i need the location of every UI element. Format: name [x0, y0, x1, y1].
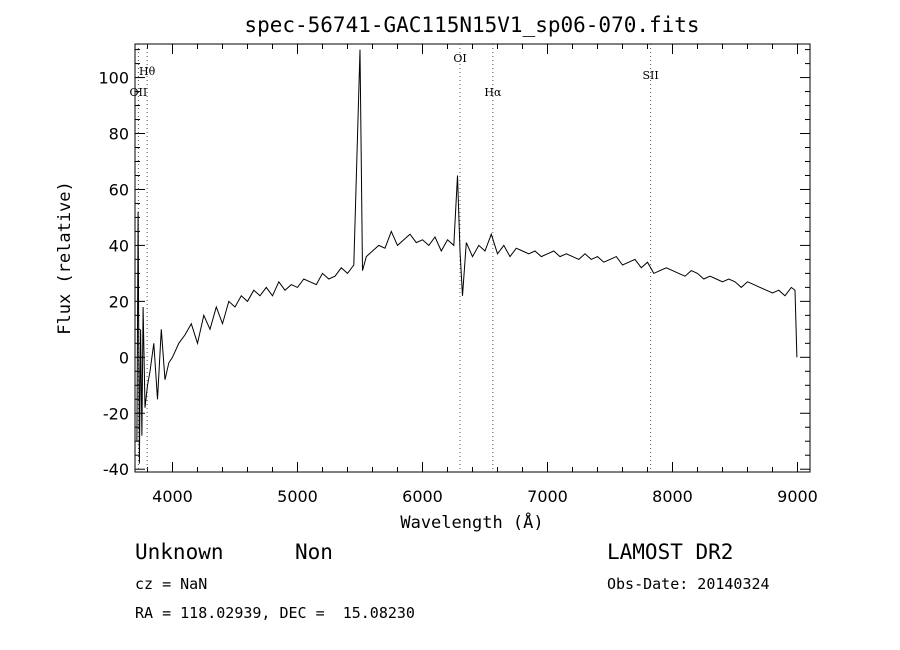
y-tick-label: -20 — [103, 404, 129, 423]
y-tick-label: 100 — [98, 69, 129, 88]
spectral-line-label: OII — [130, 86, 148, 99]
x-tick-label: 6000 — [402, 487, 443, 506]
axis-ticks: 4000 5000 6000 7000 8000 9000 -40 -20 0 20 40 60 80 1… — [98, 44, 818, 506]
spectral-line-label: SII — [643, 69, 659, 82]
y-tick-label: 60 — [109, 180, 129, 199]
observation-date: Obs-Date: 20140324 — [607, 575, 770, 593]
x-tick-label: 5000 — [277, 487, 318, 506]
spectral-line-label: Hα — [484, 86, 502, 99]
y-tick-label: 20 — [109, 292, 129, 311]
y-tick-label: -40 — [103, 460, 129, 479]
spectrum-series-line — [136, 49, 798, 464]
x-axis-label: Wavelength (Å) — [400, 511, 543, 533]
y-tick-label: 80 — [109, 125, 129, 144]
plot-frame — [134, 43, 811, 473]
x-tick-label: 9000 — [777, 487, 818, 506]
y-axis-label: Flux (relative) — [55, 181, 75, 335]
chart-title: spec-56741-GAC115N15V1_sp06-070.fits — [244, 13, 699, 37]
spectral-line-label: Hθ — [139, 65, 156, 78]
y-tick-label: 40 — [109, 236, 129, 255]
spectral-line-label: OI — [453, 52, 466, 65]
redshift-cz: cz = NaN — [135, 575, 208, 593]
spectral-line-markers: Hθ OII OI Hα SII — [130, 44, 659, 472]
coordinates: RA = 118.02939, DEC = 15.08230 — [135, 604, 415, 622]
survey-name: LAMOST DR2 — [607, 540, 734, 564]
object-class: Unknown — [135, 540, 224, 564]
y-tick-label: 0 — [119, 348, 129, 367]
x-tick-label: 8000 — [652, 487, 693, 506]
x-tick-label: 7000 — [527, 487, 568, 506]
object-subclass: Non — [295, 540, 333, 564]
x-tick-label: 4000 — [152, 487, 193, 506]
spectrum-chart: spec-56741-GAC115N15V1_sp06-070.fits 400… — [55, 13, 818, 533]
